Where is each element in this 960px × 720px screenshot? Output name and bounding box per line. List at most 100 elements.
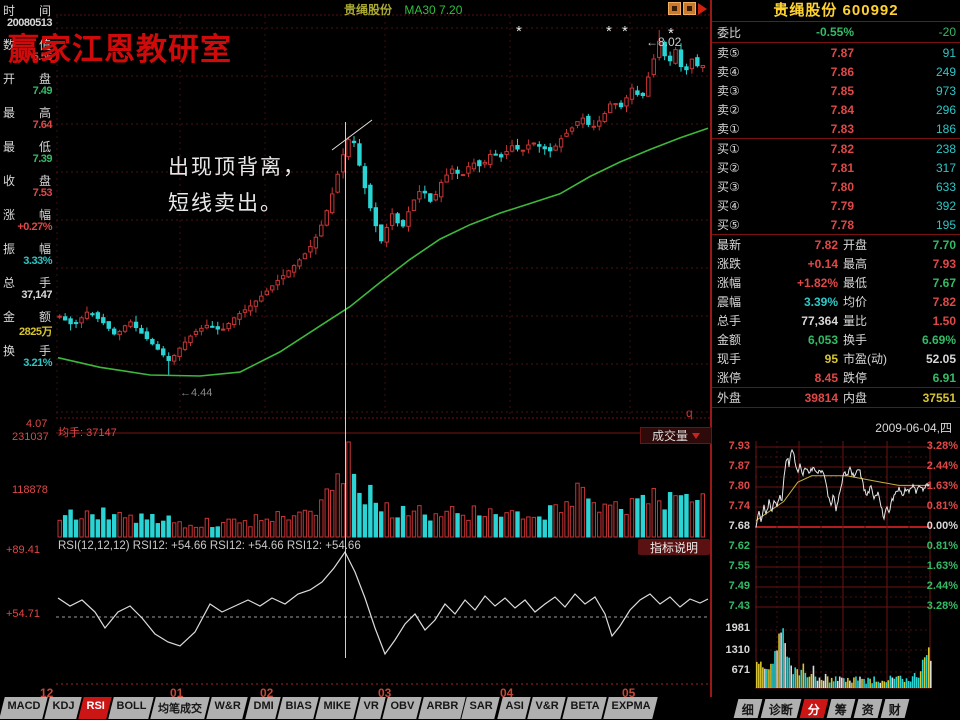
indicator-tab[interactable]: RSI [78,697,113,719]
indicator-tab[interactable]: DMI [244,697,281,719]
stats-row: 最新 7.82 开盘 7.70 [712,235,960,254]
volume-indicator-selector[interactable]: 成交量 [640,427,712,444]
indicator-tab[interactable]: BETA [562,697,608,719]
ask-row[interactable]: 卖③ 7.85 973 [712,81,960,100]
window-controls[interactable] [668,1,707,16]
quote-mini-tab[interactable]: 细 [733,699,763,718]
x-axis-month-label: 04 [500,686,514,700]
quote-mini-tab[interactable]: 筹 [826,699,856,718]
info-row: 开盘 7.49 [0,70,54,99]
indicator-tab[interactable]: ASI [496,697,531,719]
indicator-tab[interactable]: W&R [206,697,249,719]
intraday-pct-label: 1.63% [926,480,958,492]
bid-label: 买⑤ [717,218,740,232]
indicator-tab[interactable]: BIAS [277,697,319,719]
bid-price: 7.81 [830,160,854,175]
arrow-icon[interactable] [698,2,707,15]
quote-mini-tab[interactable]: 财 [880,699,910,718]
window-control-icon[interactable] [668,2,681,15]
volume-scale-2-label: 118878 [12,484,48,496]
stat-value: 8.45 [814,370,838,385]
indicator-tab[interactable]: EXPMA [603,697,659,719]
stock-title: 贵绳股份 600992 [712,0,960,22]
stat-label: 均价 [843,295,868,309]
quote-mini-tab[interactable]: 诊断 [760,699,802,718]
ask-label: 卖① [717,122,740,136]
ask-label: 卖③ [717,84,740,98]
stat-value: 37551 [922,390,956,405]
indicator-tab[interactable]: BOLL [108,697,155,719]
info-row-value: 7.53 [32,187,53,199]
corner-q-label: q [686,406,693,420]
indicator-tab[interactable]: 均笔成交 [150,697,211,719]
info-row-label: 时间 [3,4,51,18]
intraday-pct-label: 1.63% [926,560,958,572]
ask-row[interactable]: 卖② 7.84 296 [712,100,960,119]
info-row-value: 37,147 [21,289,52,301]
info-row: 金额 2825万 [0,308,54,338]
stats-row: 涨停 8.45 跌停 6.91 [712,368,960,387]
bid-volume: 317 [935,160,956,175]
intraday-pct-label: 2.44% [926,580,958,592]
bid-row[interactable]: 买② 7.81 317 [712,158,960,177]
intraday-volume-label: 671 [731,664,750,676]
stats-row: 涨幅 +1.82% 最低 7.67 [712,273,960,292]
indicator-tab[interactable]: MACD [0,697,48,719]
indicator-tab[interactable]: SAR [461,697,501,719]
info-row: 振幅 3.33% [0,240,54,269]
quote-mini-tabbar: 细诊断分筹资财 [733,699,910,718]
stat-value: 7.93 [932,256,956,271]
indicator-tab[interactable]: V&R [527,697,567,719]
info-row: 总手 37,147 [0,274,54,303]
svg-text:←8.02: ←8.02 [646,35,682,49]
average-volume-label: 均手: 37147 [58,427,117,439]
bid-volume: 633 [935,179,956,194]
bid-row[interactable]: 买③ 7.80 633 [712,177,960,196]
indicator-tab[interactable]: ARBR [417,697,466,719]
ask-price: 7.85 [830,83,854,98]
ask-label: 卖④ [717,65,740,79]
indicator-help-button[interactable]: 指标说明 [638,539,710,555]
rsi-header: RSI(12,12,12) RSI12: +54.66 RSI12: +54.6… [58,540,361,552]
stats-row: 现手 95 市盈(动) 52.05 [712,349,960,368]
info-row-label: 总手 [3,276,51,290]
stat-label: 涨停 [717,371,742,385]
indicator-tab[interactable]: MIKE [315,697,359,719]
stat-label: 涨跌 [717,257,742,271]
x-axis-month-label: 05 [622,686,636,700]
info-row: 收盘 7.53 [0,172,54,201]
bid-row[interactable]: 买① 7.82 238 [712,139,960,158]
rsi-top-scale-label: +89.41 [6,544,40,556]
annotation-line-2: 短线卖出。 [168,192,283,215]
indicator-tab[interactable]: VR [354,697,386,719]
weibi-label: 委比 [717,25,742,40]
intraday-price-label: 7.87 [728,460,750,472]
info-row-value: 7.49 [32,85,53,97]
info-row-value: 2825万 [19,326,52,338]
bid-row[interactable]: 买④ 7.79 392 [712,196,960,215]
x-axis-month-label: 12 [40,686,54,700]
intraday-volume-label: 1310 [725,644,750,656]
window-control-icon[interactable] [683,2,696,15]
info-row-value: 3.33% [23,255,52,267]
quote-mini-tab[interactable]: 资 [853,699,883,718]
ask-row[interactable]: 卖④ 7.86 249 [712,62,960,81]
stat-label: 换手 [843,333,868,347]
bid-row[interactable]: 买⑤ 7.78 195 [712,215,960,234]
indicator-tab[interactable]: KDJ [44,697,82,719]
ask-row[interactable]: 卖① 7.83 186 [712,119,960,138]
stat-value: 52.05 [925,351,956,366]
watermark: 赢家江恩教研室 [8,32,232,67]
bid-label: 买① [717,142,740,156]
indicator-tab[interactable]: OBV [382,697,422,719]
divider [712,234,960,235]
stat-value: 7.82 [814,237,838,252]
chart-title: 贵绳股份 MA30 7.20 [344,1,462,18]
ask-volume: 186 [935,121,956,136]
info-row-label: 最低 [3,140,51,154]
stat-value: 7.82 [932,294,956,309]
ask-row[interactable]: 卖⑤ 7.87 91 [712,43,960,62]
quote-mini-tab[interactable]: 分 [799,699,829,718]
svg-text:*: * [516,23,522,40]
